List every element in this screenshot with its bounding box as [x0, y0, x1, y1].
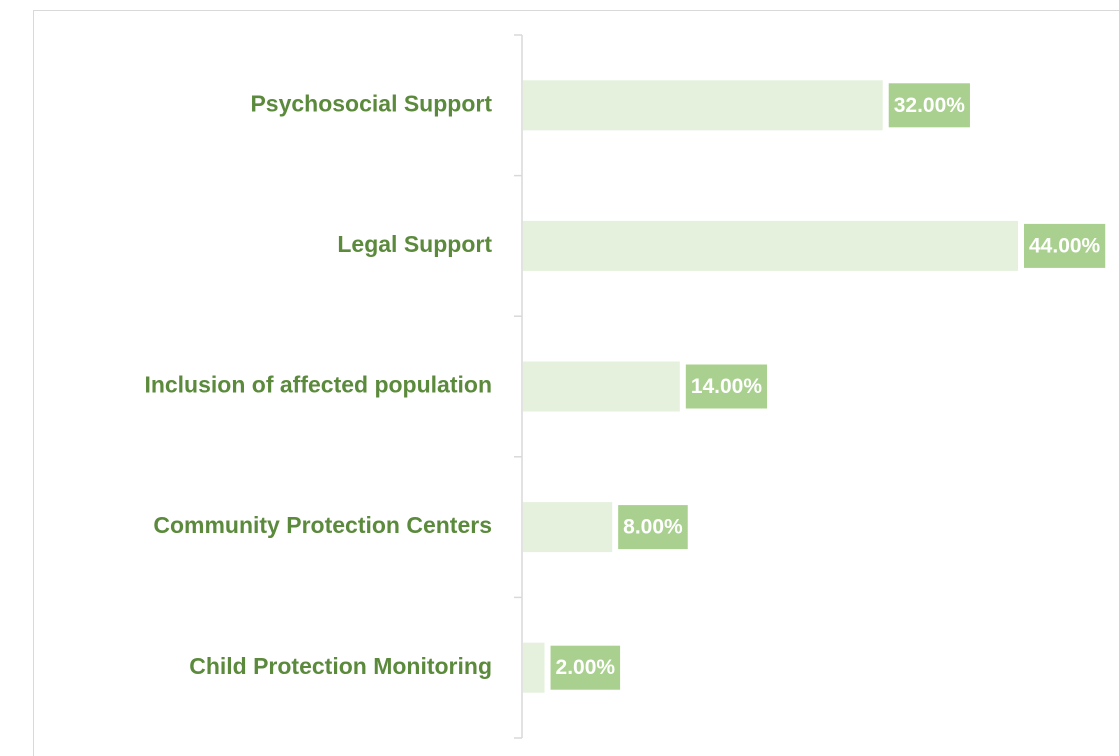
value-label: 44.00% — [1029, 234, 1101, 257]
value-label: 32.00% — [894, 94, 966, 117]
category-label: Child Protection Monitoring — [189, 653, 492, 679]
bar — [523, 220, 1018, 271]
value-label-box — [685, 364, 768, 409]
value-label-box — [550, 645, 621, 690]
value-label: 8.00% — [623, 516, 683, 539]
value-label-box — [618, 505, 688, 550]
value-label: 14.00% — [691, 375, 763, 398]
category-label: Psychosocial Support — [250, 90, 492, 116]
bar — [523, 80, 883, 131]
bar — [523, 642, 545, 693]
bar — [523, 502, 613, 553]
category-label: Community Protection Centers — [153, 512, 492, 538]
value-label: 2.00% — [556, 656, 616, 679]
value-label-box — [888, 83, 970, 128]
category-label: Inclusion of affected population — [144, 372, 492, 398]
value-label-box — [1024, 223, 1106, 268]
bar — [523, 361, 680, 412]
category-label: Legal Support — [337, 231, 492, 257]
